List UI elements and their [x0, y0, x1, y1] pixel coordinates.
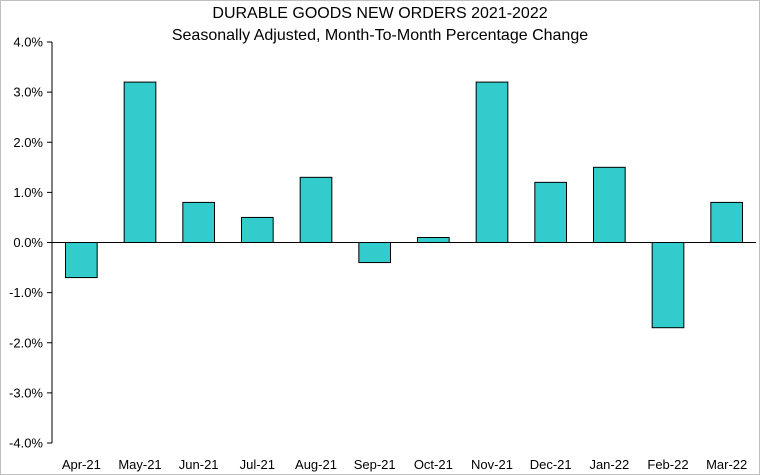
y-tick-label: 2.0% — [13, 135, 43, 150]
x-tick-label: Sep-21 — [354, 457, 396, 472]
y-tick-label: -4.0% — [9, 436, 43, 451]
chart-subtitle: Seasonally Adjusted, Month-To-Month Perc… — [171, 27, 589, 44]
x-tick-label: Mar-22 — [706, 457, 747, 472]
bar-jun-21 — [182, 201, 216, 243]
y-tick-label: -3.0% — [9, 385, 43, 400]
chart-title: DURABLE GOODS NEW ORDERS 2021-2022 — [212, 5, 548, 22]
bar-nov-21 — [475, 81, 509, 243]
y-tick-label: 3.0% — [13, 85, 43, 100]
x-axis-ticks: Apr-21 May-21 Jun-21 Jul-21 Aug-21 Sep-21 Oct-… — [62, 457, 747, 472]
axes — [51, 42, 756, 443]
y-tick-label: 0.0% — [13, 235, 43, 250]
bar-mar-22 — [710, 201, 744, 243]
y-axis-ticks: 4.0% 3.0% 2.0% 1.0% 0.0% -1.0% -2.0% -3.0% -4.0% — [9, 35, 52, 451]
bar-jul-21 — [240, 216, 274, 243]
y-tick-label: -1.0% — [9, 285, 43, 300]
bar-may-21 — [123, 81, 157, 243]
y-tick-label: 4.0% — [13, 35, 43, 50]
x-tick-label: Jan-22 — [589, 457, 629, 472]
bar-oct-21 — [416, 236, 450, 244]
x-tick-label: Feb-22 — [647, 457, 688, 472]
bar-aug-21 — [299, 176, 333, 243]
bar-dec-21 — [534, 181, 568, 244]
x-tick-label: Nov-21 — [471, 457, 513, 472]
bar-sep-21 — [358, 242, 392, 264]
bar-apr-21 — [64, 242, 98, 279]
x-tick-label: Oct-21 — [414, 457, 453, 472]
y-tick-label: 1.0% — [13, 185, 43, 200]
x-tick-label: Jul-21 — [240, 457, 275, 472]
bars — [64, 81, 744, 329]
x-tick-label: Jun-21 — [179, 457, 219, 472]
bar-feb-22 — [651, 242, 685, 329]
x-tick-label: Dec-21 — [530, 457, 572, 472]
x-tick-label: May-21 — [118, 457, 161, 472]
bar-jan-22 — [592, 166, 626, 243]
y-tick-label: -2.0% — [9, 335, 43, 350]
x-tick-label: Aug-21 — [295, 457, 337, 472]
x-tick-label: Apr-21 — [62, 457, 101, 472]
